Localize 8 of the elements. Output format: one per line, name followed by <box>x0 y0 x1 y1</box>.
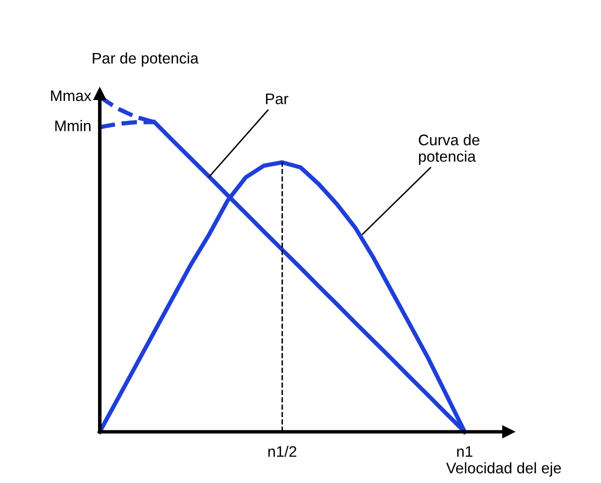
text: Mmin <box>55 120 90 132</box>
annotation: Par <box>266 94 288 104</box>
x-tick-label: n1 <box>457 446 472 457</box>
annotation: Curva de potencia <box>418 134 480 165</box>
x-axis-title: Velocidad del eje <box>446 462 561 476</box>
y-axis-title: Par de potencia <box>92 52 199 67</box>
annotation: Mmax <box>51 90 92 102</box>
x-tick-label: n1/2 <box>268 446 296 457</box>
